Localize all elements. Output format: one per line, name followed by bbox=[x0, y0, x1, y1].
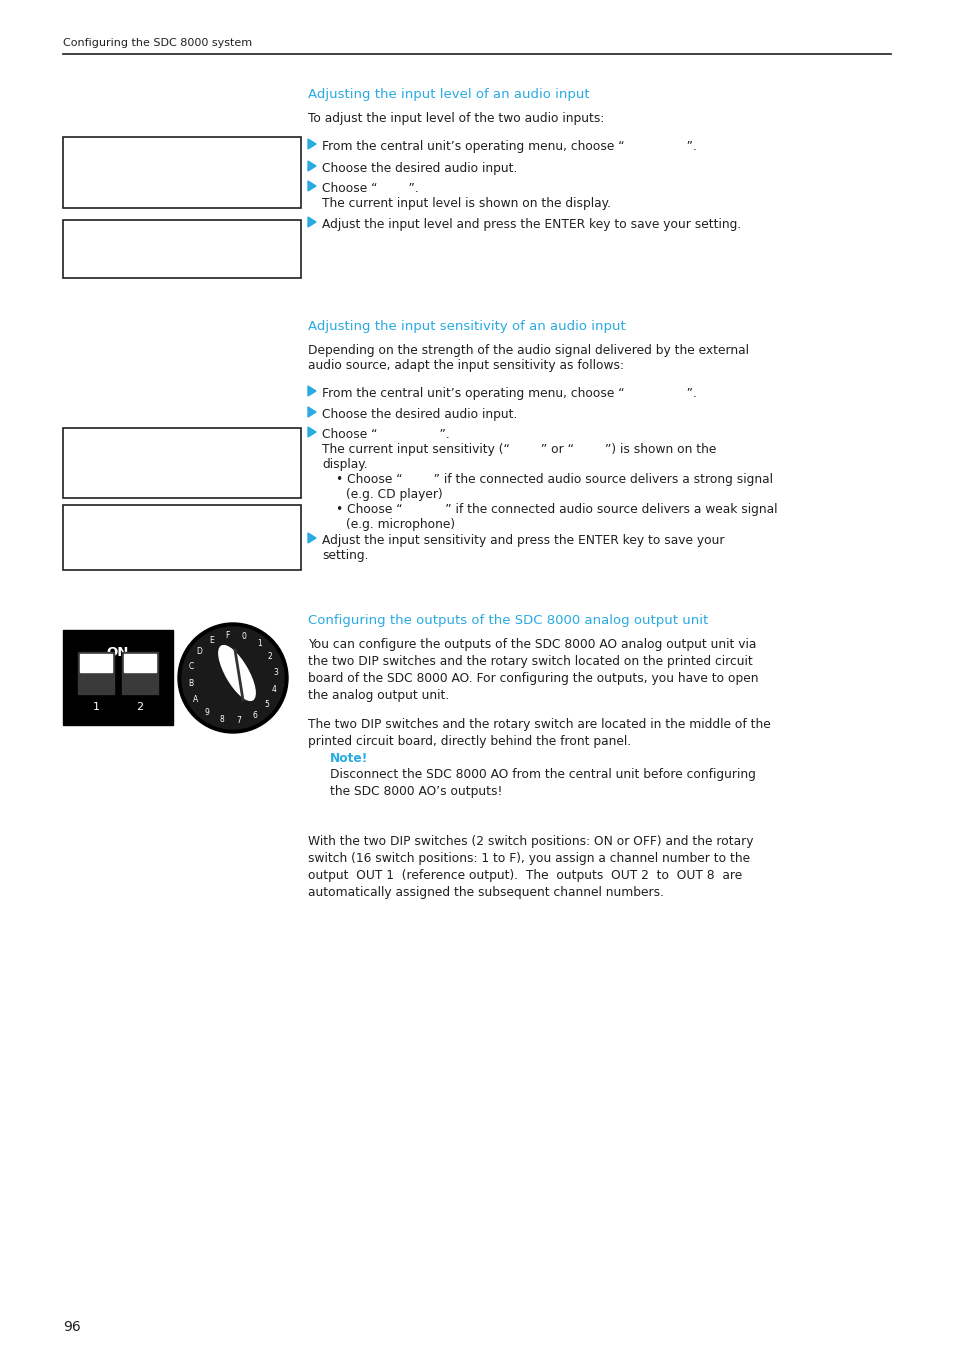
Text: setting.: setting. bbox=[322, 549, 368, 562]
Text: You can configure the outputs of the SDC 8000 AO analog output unit via
the two : You can configure the outputs of the SDC… bbox=[308, 638, 758, 703]
Text: Disconnect the SDC 8000 AO from the central unit before configuring
the SDC 8000: Disconnect the SDC 8000 AO from the cent… bbox=[330, 767, 755, 798]
Bar bbox=[78, 653, 113, 694]
Text: 1: 1 bbox=[256, 639, 261, 648]
Bar bbox=[124, 654, 156, 671]
Ellipse shape bbox=[218, 646, 254, 700]
Text: 7: 7 bbox=[236, 716, 241, 725]
Polygon shape bbox=[308, 386, 315, 396]
Bar bbox=[63, 428, 301, 499]
Text: Choose the desired audio input.: Choose the desired audio input. bbox=[322, 162, 517, 176]
Bar bbox=[63, 630, 172, 725]
Text: Adjusting the input sensitivity of an audio input: Adjusting the input sensitivity of an au… bbox=[308, 320, 625, 332]
Text: 0: 0 bbox=[241, 632, 246, 640]
Polygon shape bbox=[308, 139, 315, 149]
Text: 9: 9 bbox=[204, 708, 209, 716]
Text: The current input level is shown on the display.: The current input level is shown on the … bbox=[322, 197, 610, 209]
Text: 96: 96 bbox=[63, 1320, 81, 1333]
Text: audio source, adapt the input sensitivity as follows:: audio source, adapt the input sensitivit… bbox=[308, 359, 623, 372]
Text: • Choose “        ” if the connected audio source delivers a strong signal: • Choose “ ” if the connected audio sour… bbox=[335, 473, 772, 486]
Text: With the two DIP switches (2 switch positions: ON or OFF) and the rotary
switch : With the two DIP switches (2 switch posi… bbox=[308, 835, 753, 898]
Text: To adjust the input level of the two audio inputs:: To adjust the input level of the two aud… bbox=[308, 112, 604, 126]
Text: From the central unit’s operating menu, choose “                ”.: From the central unit’s operating menu, … bbox=[322, 141, 696, 153]
Text: B: B bbox=[188, 680, 193, 688]
Polygon shape bbox=[308, 407, 315, 417]
Text: • Choose “           ” if the connected audio source delivers a weak signal: • Choose “ ” if the connected audio sour… bbox=[335, 503, 777, 516]
Circle shape bbox=[178, 623, 288, 734]
Text: The two DIP switches and the rotary switch are located in the middle of the
prin: The two DIP switches and the rotary swit… bbox=[308, 717, 770, 748]
Text: (e.g. microphone): (e.g. microphone) bbox=[346, 517, 455, 531]
Text: (e.g. CD player): (e.g. CD player) bbox=[346, 488, 442, 501]
Polygon shape bbox=[308, 161, 315, 172]
Text: E: E bbox=[209, 636, 213, 646]
Bar bbox=[63, 136, 301, 208]
Text: Configuring the SDC 8000 system: Configuring the SDC 8000 system bbox=[63, 38, 252, 49]
Text: 2: 2 bbox=[136, 703, 143, 712]
Bar bbox=[63, 220, 301, 278]
Bar bbox=[63, 505, 301, 570]
Text: Note!: Note! bbox=[330, 753, 368, 765]
Text: 2: 2 bbox=[268, 653, 273, 661]
Text: The current input sensitivity (“        ” or “        ”) is shown on the: The current input sensitivity (“ ” or “ … bbox=[322, 443, 716, 457]
Text: 5: 5 bbox=[264, 700, 270, 709]
Text: ON: ON bbox=[107, 646, 129, 659]
Text: display.: display. bbox=[322, 458, 367, 471]
Text: 8: 8 bbox=[219, 715, 224, 724]
Text: 3: 3 bbox=[273, 667, 277, 677]
Text: Choose the desired audio input.: Choose the desired audio input. bbox=[322, 408, 517, 422]
Text: Adjust the input level and press the ENTER key to save your setting.: Adjust the input level and press the ENT… bbox=[322, 218, 740, 231]
Text: Configuring the outputs of the SDC 8000 analog output unit: Configuring the outputs of the SDC 8000 … bbox=[308, 613, 707, 627]
Text: C: C bbox=[189, 662, 193, 671]
Text: D: D bbox=[195, 647, 202, 657]
Text: Adjust the input sensitivity and press the ENTER key to save your: Adjust the input sensitivity and press t… bbox=[322, 534, 723, 547]
Bar bbox=[80, 654, 112, 671]
Circle shape bbox=[182, 627, 284, 730]
Bar bbox=[122, 653, 158, 694]
Text: Depending on the strength of the audio signal delivered by the external: Depending on the strength of the audio s… bbox=[308, 345, 748, 357]
Polygon shape bbox=[308, 218, 315, 227]
Text: 6: 6 bbox=[252, 711, 256, 720]
Text: From the central unit’s operating menu, choose “                ”.: From the central unit’s operating menu, … bbox=[322, 386, 696, 400]
Text: 4: 4 bbox=[272, 685, 276, 693]
Polygon shape bbox=[308, 534, 315, 543]
Text: A: A bbox=[193, 694, 198, 704]
Text: Adjusting the input level of an audio input: Adjusting the input level of an audio in… bbox=[308, 88, 589, 101]
Polygon shape bbox=[308, 181, 315, 190]
Polygon shape bbox=[308, 427, 315, 436]
Text: F: F bbox=[225, 631, 230, 640]
Text: Choose “                ”.: Choose “ ”. bbox=[322, 428, 449, 440]
Text: Choose “        ”.: Choose “ ”. bbox=[322, 182, 418, 195]
Text: 1: 1 bbox=[92, 703, 99, 712]
